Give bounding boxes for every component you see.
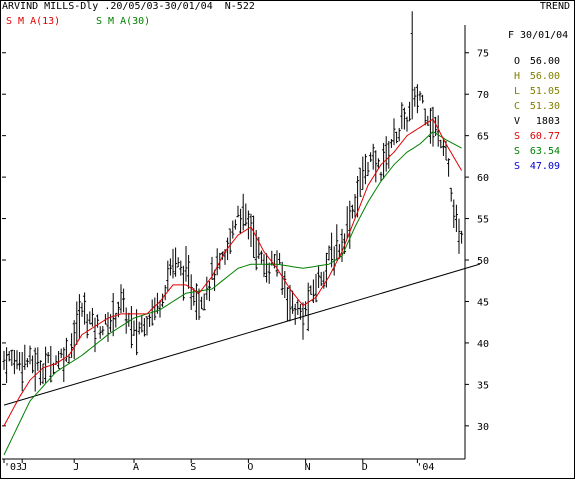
x-tick-label: D [362, 462, 368, 473]
y-tick-label: 70 [477, 90, 489, 101]
indicator-label: TREND [539, 1, 570, 12]
info-row-sma30: S 63.54 [514, 146, 560, 157]
info-row-close: C 51.30 [514, 101, 560, 112]
x-tick-label: '04 [416, 462, 434, 473]
y-tick-label: 35 [477, 380, 489, 391]
info-row-sma13: S 60.77 [514, 131, 560, 142]
x-tick-label: '03 [4, 462, 22, 473]
info-date: F 30/01/04 [508, 30, 569, 41]
info-row-s3: S 47.09 [514, 161, 560, 172]
y-tick-label: 75 [477, 49, 489, 60]
x-tick-label: N [305, 462, 311, 473]
y-tick-label: 45 [477, 297, 489, 308]
x-tick-label: J [21, 462, 27, 473]
x-tick-label: A [133, 462, 139, 473]
y-tick-label: 65 [477, 132, 489, 143]
x-tick-label: S [190, 462, 196, 473]
sma13-line [3, 118, 463, 427]
x-tick-label: J [73, 462, 79, 473]
x-tick-label: O [247, 462, 253, 473]
y-tick-label: 30 [477, 422, 489, 433]
chart-title: ARVIND MILLS-Dly .20/05/03-30/01/04 N-52… [2, 1, 255, 12]
y-tick-label: 50 [477, 256, 489, 267]
info-panel: O 56.00 H 56.00 L 51.05 C 51.30 V 1803 S 60.77… [514, 54, 560, 174]
info-row-open: O 56.00 [514, 56, 560, 67]
info-row-volume: V 1803 [514, 116, 560, 127]
info-row-low: L 51.05 [514, 86, 560, 97]
y-tick-label: 60 [477, 173, 489, 184]
sma30-legend: S M A(30) [96, 16, 151, 27]
y-tick-label: 40 [477, 339, 489, 350]
trendline [3, 263, 480, 406]
sma30-line [3, 130, 462, 456]
info-row-high: H 56.00 [514, 71, 560, 82]
y-tick-label: 55 [477, 215, 489, 226]
sma13-legend: S M A(13) [6, 16, 61, 27]
